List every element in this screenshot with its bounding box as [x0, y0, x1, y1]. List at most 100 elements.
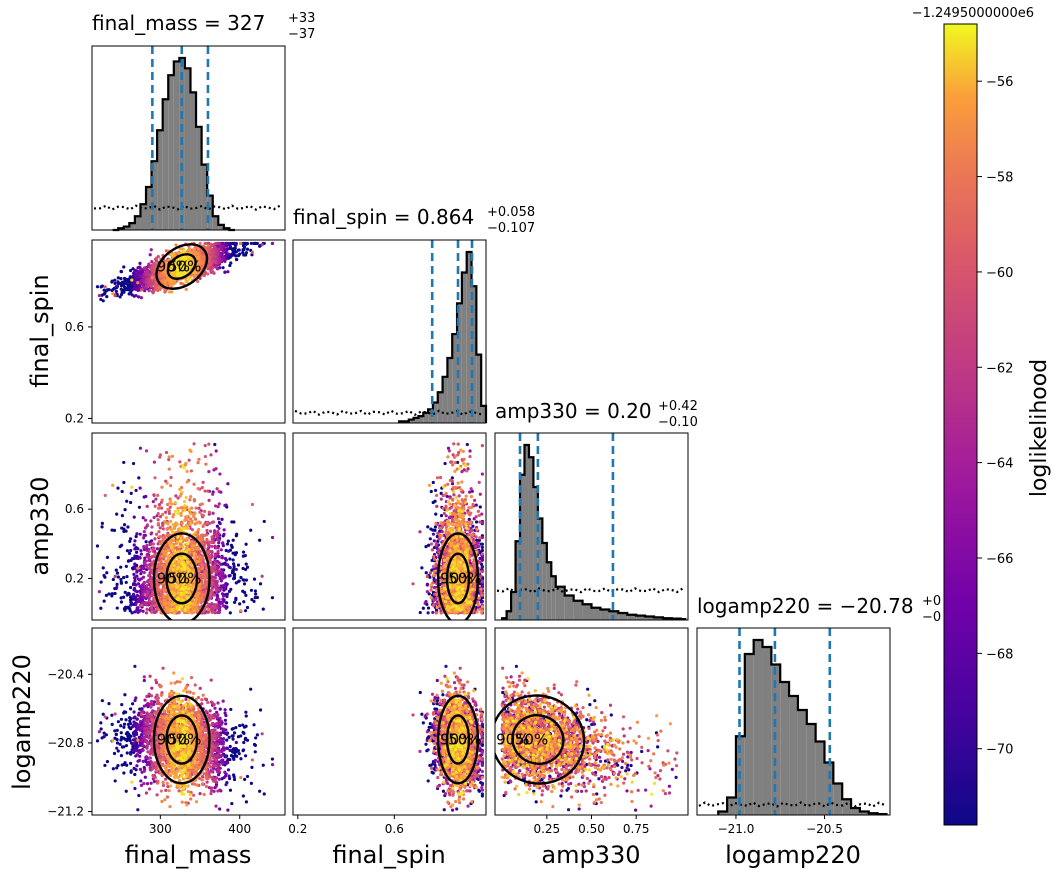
- sample-point: [163, 598, 167, 602]
- sample-point: [122, 265, 126, 269]
- sample-point: [231, 538, 235, 542]
- sample-point: [241, 251, 245, 255]
- sample-point: [207, 244, 211, 248]
- sample-point: [228, 557, 232, 561]
- sample-point: [151, 262, 156, 267]
- hist-bar: [528, 457, 534, 620]
- sample-point: [180, 282, 184, 286]
- sample-point: [160, 592, 164, 596]
- sample-point: [157, 588, 161, 592]
- sample-point: [184, 461, 188, 465]
- sample-point: [116, 276, 120, 280]
- sample-point: [218, 472, 222, 476]
- sample-point: [154, 497, 158, 501]
- sample-point: [129, 601, 133, 605]
- sample-point: [113, 574, 117, 579]
- sample-point: [218, 244, 222, 248]
- sample-point: [145, 607, 149, 611]
- hist-bar: [551, 576, 556, 620]
- sample-point: [150, 531, 154, 535]
- hist-final_mass: [93, 46, 281, 232]
- sample-point: [204, 462, 208, 466]
- sample-point: [81, 530, 84, 533]
- sample-point: [150, 276, 154, 280]
- sample-point: [126, 559, 130, 563]
- sample-point: [239, 241, 243, 246]
- sample-point: [197, 247, 201, 251]
- sample-point: [235, 532, 239, 536]
- sample-point: [185, 518, 189, 522]
- hist-bar: [134, 216, 141, 230]
- sample-point: [234, 567, 238, 572]
- sample-point: [226, 270, 230, 274]
- sample-point: [134, 589, 138, 593]
- sample-point: [185, 480, 189, 484]
- sample-point: [143, 561, 147, 565]
- sample-point: [228, 611, 232, 615]
- sample-point: [211, 244, 216, 248]
- sample-point: [172, 513, 176, 517]
- sample-point: [164, 602, 168, 606]
- sample-point: [170, 454, 175, 458]
- sample-point: [219, 246, 223, 250]
- sample-point: [213, 585, 217, 589]
- sample-point: [134, 601, 138, 605]
- sample-point: [145, 504, 149, 508]
- sample-point: [153, 286, 158, 291]
- sample-point: [99, 285, 103, 289]
- sample-point: [105, 571, 109, 575]
- hist-bar: [442, 376, 448, 423]
- sample-point: [174, 243, 178, 247]
- hist-bar: [437, 392, 443, 423]
- sample-point: [122, 460, 126, 465]
- hist-bar: [173, 61, 180, 230]
- sample-point: [144, 611, 149, 615]
- sample-point: [136, 547, 140, 551]
- sample-point: [245, 565, 250, 569]
- sample-point: [160, 554, 164, 559]
- sample-point: [219, 579, 224, 583]
- hist-bar: [184, 68, 191, 230]
- sample-point: [104, 289, 109, 293]
- hist-bar: [466, 252, 472, 423]
- sample-point: [224, 606, 228, 610]
- sample-point: [153, 284, 157, 288]
- sample-point: [195, 521, 199, 525]
- sample-point: [164, 510, 168, 514]
- sample-point: [152, 515, 156, 520]
- sample-point: [225, 563, 229, 567]
- sample-point: [122, 575, 126, 580]
- sample-point: [120, 292, 124, 296]
- sample-point: [189, 469, 193, 473]
- sample-point: [142, 595, 146, 599]
- sample-point: [169, 475, 173, 480]
- sample-point: [139, 548, 143, 553]
- sample-point: [149, 555, 154, 559]
- sample-point: [130, 287, 134, 292]
- sample-point: [214, 449, 218, 453]
- sample-point: [140, 288, 144, 292]
- sample-point: [231, 247, 235, 251]
- sample-point: [138, 274, 142, 278]
- sample-point: [103, 291, 107, 295]
- sample-point: [217, 597, 221, 602]
- sample-point: [270, 596, 275, 600]
- sample-point: [244, 578, 248, 582]
- sample-point: [198, 241, 202, 246]
- sample-point: [211, 569, 215, 573]
- hist-bar: [428, 409, 433, 423]
- sample-point: [134, 293, 138, 298]
- sample-point: [135, 606, 139, 610]
- sample-point: [197, 546, 201, 551]
- sample-point: [113, 591, 117, 596]
- hist-bar: [537, 518, 543, 620]
- sample-point: [160, 267, 164, 271]
- sample-point: [200, 563, 204, 567]
- sample-point: [177, 610, 181, 615]
- hist-bar: [151, 161, 158, 230]
- sample-point: [149, 579, 153, 583]
- sample-point: [120, 290, 124, 294]
- sample-point: [116, 486, 120, 490]
- sample-point: [205, 528, 209, 533]
- sample-point: [213, 442, 217, 447]
